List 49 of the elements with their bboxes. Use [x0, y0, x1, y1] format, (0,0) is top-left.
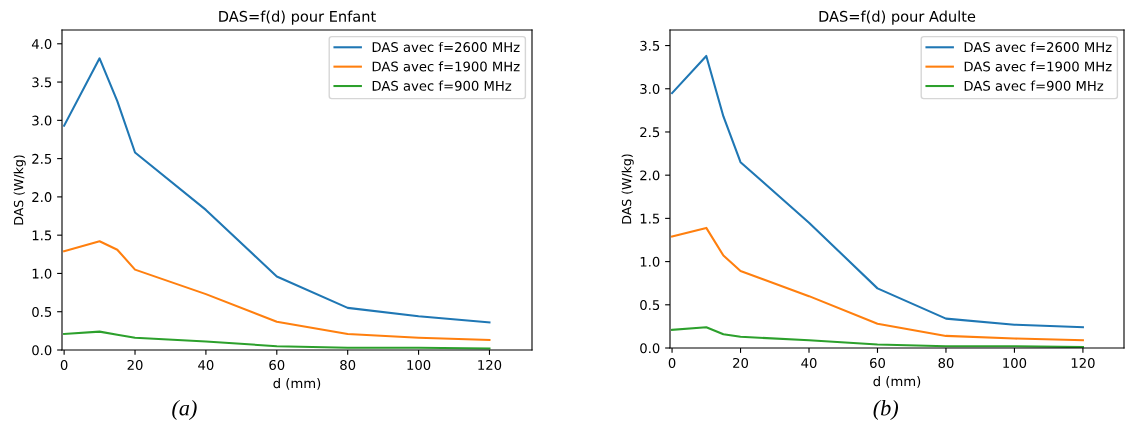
legend-label: DAS avec f=1900 MHz [964, 61, 1112, 72]
y-axis-title: DAS (W/kg) [621, 154, 634, 224]
y-tick-label: 1.5 [640, 213, 660, 224]
x-tick-label: 120 [478, 359, 502, 370]
line-series [671, 226, 1084, 342]
y-tick-label: 1.0 [32, 268, 52, 279]
y-tick-label: 0.5 [640, 300, 660, 310]
y-tick-label: 0.0 [640, 343, 660, 354]
x-tick-label: 80 [340, 359, 356, 370]
x-tick-label: 60 [269, 359, 285, 370]
y-tick-label: 1.5 [32, 230, 52, 241]
x-tick-label: 100 [407, 359, 431, 370]
x-tick-label: 20 [127, 359, 143, 370]
legend-label: DAS avec f=2600 MHz [372, 41, 520, 53]
x-tick-label: 40 [801, 357, 817, 368]
y-tick-label: 4.0 [31, 39, 52, 49]
line-series [63, 240, 491, 342]
x-tick-label: 40 [198, 359, 214, 370]
legend-label: DAS avec f=900 MHz [372, 80, 512, 91]
text: (a) [172, 399, 197, 421]
text: (b) [873, 399, 899, 421]
y-tick-label: 2.0 [32, 192, 52, 203]
x-tick-label: 60 [870, 357, 885, 368]
y-tick-label: 1.0 [640, 256, 660, 267]
y-tick-label: 2.5 [640, 127, 660, 138]
x-tick-label: 20 [733, 357, 749, 368]
x-axis-title: d (mm) [273, 378, 321, 390]
chart-title: DAS=f(d) pour Adulte [819, 10, 976, 25]
line-series [63, 330, 491, 350]
legend-label: DAS avec f=2600 MHz [964, 41, 1112, 53]
legend-label: DAS avec f=1900 MHz [372, 61, 520, 72]
y-axis-title: DAS (W/kg) [13, 155, 26, 225]
y-tick-label: 3.0 [640, 83, 660, 94]
x-tick-label: 120 [1071, 357, 1095, 368]
x-tick-label: 100 [1003, 357, 1027, 368]
y-tick-label: 0.5 [32, 306, 52, 317]
y-tick-label: 0.0 [32, 345, 52, 356]
line-series [671, 326, 1084, 348]
y-tick-label: 3.5 [32, 77, 52, 88]
x-tick-label: 0 [60, 359, 68, 370]
x-tick-label: 0 [668, 357, 676, 368]
x-axis-title: d (mm) [873, 376, 921, 388]
y-tick-label: 2.0 [640, 170, 660, 181]
y-tick-label: 3.5 [640, 40, 660, 51]
x-tick-label: 80 [938, 357, 954, 368]
y-tick-label: 2.5 [32, 153, 52, 164]
y-tick-label: 3.0 [32, 115, 52, 126]
chart-title: DAS=f(d) pour Enfant [219, 10, 376, 25]
legend-label: DAS avec f=900 MHz [964, 80, 1104, 91]
